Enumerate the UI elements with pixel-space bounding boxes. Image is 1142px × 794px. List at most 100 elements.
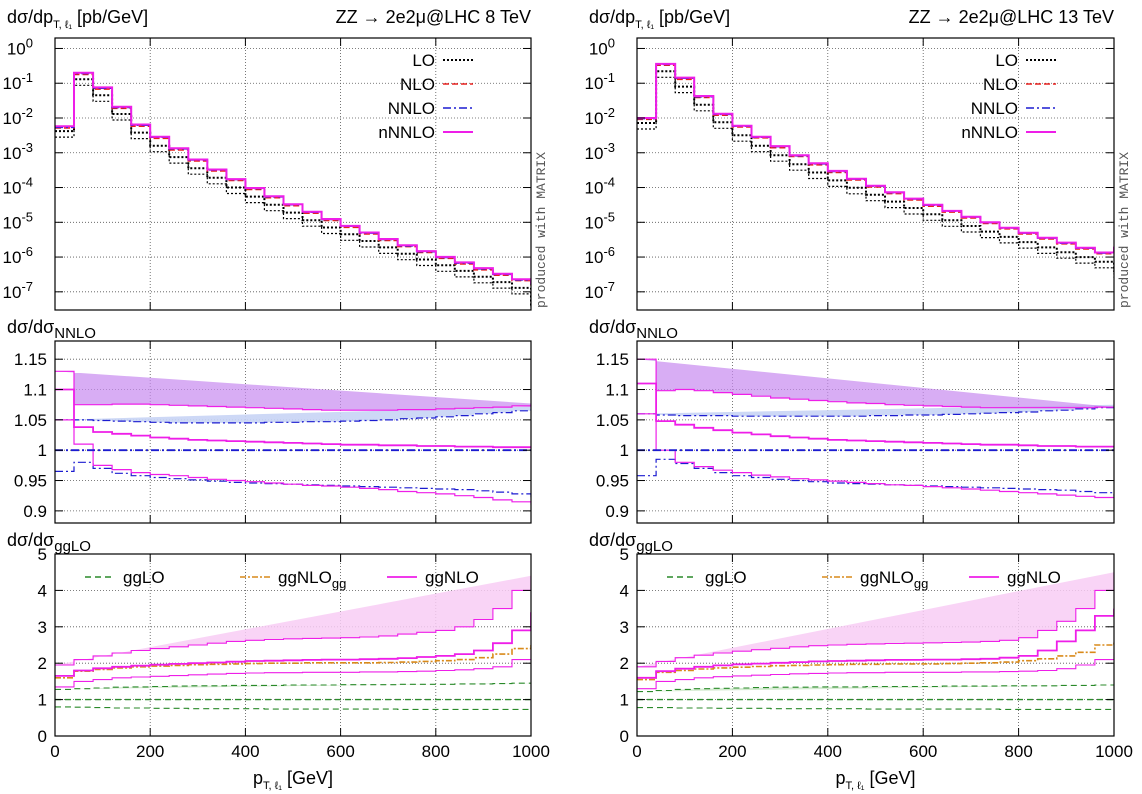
band-edge-low-ggNLO <box>637 652 1114 690</box>
ratio-line-ggNLO <box>637 608 1114 679</box>
gg-legend: ggLO ggNLOgg ggNLO <box>667 568 1061 591</box>
plot-frame <box>54 37 532 311</box>
ratio-line-nNNLO <box>55 388 531 449</box>
x-tick-label: 800 <box>422 742 450 761</box>
y-tick-label: 1.15 <box>596 350 629 369</box>
ratio-line-nNNLO <box>637 382 1114 448</box>
y-tick-label: 100 <box>7 35 33 58</box>
x-tick-label: 800 <box>1004 742 1032 761</box>
x-tick-label: 400 <box>814 742 842 761</box>
band-NNLO <box>55 406 531 423</box>
chart-title: ZZ → 2e2μ@LHC 13 TeV <box>909 7 1114 27</box>
y-tick-label: 10-5 <box>585 209 615 232</box>
y-tick-label: 10-3 <box>585 140 615 163</box>
main-legend: LO NLO NNLO nNNLO <box>961 51 1056 142</box>
y-tick-label: 10-4 <box>3 175 33 198</box>
y-tick-label: 1 <box>620 691 629 710</box>
y-tick-label: 3 <box>38 618 47 637</box>
series-nNNLO <box>55 71 531 284</box>
plot-frame <box>636 553 1115 737</box>
ratio-line-ggNLOgg <box>637 641 1114 681</box>
ratio-nnlo-ylabel: dσ/dσNNLO <box>7 317 96 342</box>
y-tick-label: 10-1 <box>585 70 615 93</box>
legend-label-ggNLO: ggNLO <box>425 568 479 587</box>
y-tick-label: 4 <box>38 581 47 600</box>
legend-label-NLO: NLO <box>983 75 1018 94</box>
y-tick-label: 2 <box>620 654 629 673</box>
y-tick-label: 0.9 <box>23 502 47 521</box>
band-edge-high-ggNLO <box>637 572 1114 668</box>
main-legend: LO NLO NNLO nNNLO <box>378 51 473 142</box>
series-LO-lowvar <box>637 76 1114 278</box>
watermark: produced with MATRIX <box>534 152 549 308</box>
y-tick-label: 5 <box>620 545 629 564</box>
band-edge-low-ggNLO <box>55 648 531 688</box>
legend-label-nNNLO: nNNLO <box>961 123 1018 142</box>
band-edge-low-nNNLO <box>55 419 531 505</box>
x-tick-label: 200 <box>718 742 746 761</box>
x-tick-label: 600 <box>909 742 937 761</box>
y-tick-label: 1.05 <box>596 411 629 430</box>
x-axis-label: pT, ℓ₁ [GeV] <box>253 768 333 792</box>
band-edge-high-NNLO <box>55 406 531 424</box>
ratio-gg-series <box>637 572 1114 710</box>
legend-label-LO: LO <box>412 51 435 70</box>
y-tick-label: 10-5 <box>3 209 33 232</box>
band-nNNLO <box>55 371 531 411</box>
x-tick-label: 1000 <box>1095 742 1133 761</box>
band-edge-high-nNNLO <box>637 358 1114 409</box>
y-tick-label: 0.95 <box>14 472 47 491</box>
legend-label-ggLO: ggLO <box>705 568 747 587</box>
y-tick-label: 0.9 <box>605 502 629 521</box>
x-tick-label: 400 <box>231 742 259 761</box>
band-edge-low-NNLO <box>55 461 531 500</box>
series-nNNLO <box>637 62 1114 254</box>
y-tick-label: 1.1 <box>605 381 629 400</box>
ratio-nnlo-panel-1: 0.9 0.95 1 1.05 1.1 1.15 <box>596 340 1115 524</box>
series-NNLO <box>55 72 531 285</box>
legend-label-LO: LO <box>995 51 1018 70</box>
series-LO-lowvar <box>55 84 531 310</box>
series-NNLO <box>637 63 1114 254</box>
y-tick-label: 10-7 <box>585 279 615 302</box>
y-tick-label: 0 <box>620 727 629 746</box>
y-tick-label: 1.05 <box>14 411 47 430</box>
ratio-nnlo-series <box>55 370 531 505</box>
band-edge-low-ggLO <box>637 707 1114 710</box>
legend-label-ggNLOgg: ggNLOgg <box>278 568 346 591</box>
y-tick-label: 10-6 <box>3 244 33 267</box>
x-tick-label: 200 <box>136 742 164 761</box>
y-tick-label: 0 <box>38 727 47 746</box>
band-edge-low-ggLO <box>55 706 531 710</box>
chart-1: 10010-110-210-310-410-510-610-7LONLONNLO… <box>585 7 1133 792</box>
legend-label-ggNLOgg: ggNLOgg <box>860 568 928 591</box>
ratio-gg-panel-1: 0 1 2 3 4 5 0 200 400 600 800 1000 <box>620 545 1133 761</box>
chart-0: 10010-110-210-310-410-510-610-7LONLONNLO… <box>3 7 550 792</box>
watermark: produced with MATRIX <box>1117 152 1132 308</box>
main-panel-0: 100 10-1 10-2 10-3 10-4 10-5 10-6 10-7 <box>3 35 532 311</box>
x-tick-label: 1000 <box>512 742 550 761</box>
y-tick-label: 10-7 <box>3 279 33 302</box>
y-tick-label: 1 <box>38 441 47 460</box>
plot-frame <box>54 553 532 737</box>
plot-frame <box>54 340 532 524</box>
chart-title: ZZ → 2e2μ@LHC 8 TeV <box>336 7 531 27</box>
band-ggLO <box>637 685 1114 692</box>
series-LO <box>637 70 1114 272</box>
y-tick-label: 100 <box>589 35 615 58</box>
band-edge-high-ggLO <box>55 682 531 690</box>
band-ggNLO <box>55 575 531 665</box>
main-panel-1: 100 10-1 10-2 10-3 10-4 10-5 10-6 10-7 <box>585 35 1115 311</box>
y-tick-label: 1 <box>38 691 47 710</box>
x-tick-label: 600 <box>326 742 354 761</box>
band-ggNLO <box>637 572 1114 667</box>
legend-label-NNLO: NNLO <box>388 99 435 118</box>
legend-label-ggLO: ggLO <box>123 568 165 587</box>
y-tick-label: 10-2 <box>585 105 615 128</box>
ratio-nnlo-series <box>637 358 1114 499</box>
main-ylabel: dσ/dpT, ℓ₁ [pb/GeV] <box>7 7 148 31</box>
legend-label-nNNLO: nNNLO <box>378 123 435 142</box>
y-tick-label: 10-3 <box>3 140 33 163</box>
ratio-nnlo-panel-0: 0.9 0.95 1 1.05 1.1 1.15 <box>14 340 532 524</box>
